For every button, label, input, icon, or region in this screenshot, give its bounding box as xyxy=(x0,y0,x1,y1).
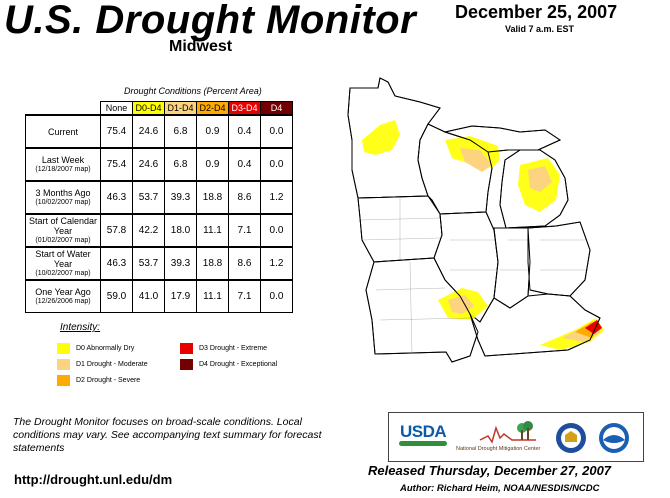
table-cell: 53.7 xyxy=(132,246,165,281)
author-credit: Author: Richard Heim, NOAA/NESDIS/NCDC xyxy=(400,483,600,494)
legend-label: D1 Drought - Moderate xyxy=(76,361,148,368)
legend-title: Intensity: xyxy=(60,322,101,333)
row-label: One Year Ago (12/26/2006 map) xyxy=(25,279,101,313)
row-date: (12/18/2007 map) xyxy=(35,165,91,173)
table-cell: 57.8 xyxy=(100,213,133,248)
drought-conditions-table: None D0-D4 D1-D4 D2-D4 D3-D4 D4 Current … xyxy=(25,101,293,313)
ndmc-logo-text: National Drought Mitigation Center xyxy=(456,446,541,452)
midwest-drought-map xyxy=(347,77,604,363)
drought-monitor-link[interactable]: http://drought.unl.edu/dm xyxy=(14,472,173,487)
legend-swatch xyxy=(57,375,70,386)
table-cell: 39.3 xyxy=(164,246,197,281)
legend-swatch xyxy=(57,359,70,370)
table-cell: 41.0 xyxy=(132,279,165,313)
table-row: One Year Ago (12/26/2006 map) 59.0 41.0 1… xyxy=(25,279,293,313)
table-cell: 39.3 xyxy=(164,180,197,215)
table-header-row: None D0-D4 D1-D4 D2-D4 D3-D4 D4 xyxy=(26,101,293,116)
table-cell: 18.8 xyxy=(196,180,229,215)
column-header: D1-D4 xyxy=(164,101,197,116)
column-header: D0-D4 xyxy=(132,101,165,116)
drought-d1-michigan-lp xyxy=(528,166,552,192)
row-label: Current xyxy=(25,114,101,149)
table-cell: 24.6 xyxy=(132,114,165,149)
legend-item-d3: D3 Drought - Extreme xyxy=(180,343,267,354)
table-cell: 18.8 xyxy=(196,246,229,281)
legend-swatch xyxy=(180,359,193,370)
usda-swoosh-icon xyxy=(399,441,447,446)
column-header: D3-D4 xyxy=(228,101,261,116)
row-label: Start of Water Year (10/02/2007 map) xyxy=(25,246,101,281)
disclaimer-note: The Drought Monitor focuses on broad-sca… xyxy=(13,416,322,454)
table-row: Last Week (12/18/2007 map) 75.4 24.6 6.8 … xyxy=(25,147,293,182)
row-date: (01/02/2007 map) xyxy=(35,236,91,244)
table-cell: 42.2 xyxy=(132,213,165,248)
legend-label: D3 Drought - Extreme xyxy=(199,345,268,352)
table-cell: 0.4 xyxy=(228,114,261,149)
legend-swatch xyxy=(57,343,70,354)
table-cell: 0.4 xyxy=(228,147,261,182)
page-title: U.S. Drought Monitor xyxy=(4,0,417,42)
table-cell: 0.9 xyxy=(196,114,229,149)
table-cell: 8.6 xyxy=(228,180,261,215)
row-date: (12/26/2006 map) xyxy=(35,297,91,305)
table-cell: 1.2 xyxy=(260,246,293,281)
table-row: Start of Water Year (10/02/2007 map) 46.3… xyxy=(25,246,293,281)
table-cell: 0.0 xyxy=(260,279,293,313)
release-date: Released Thursday, December 27, 2007 xyxy=(368,463,612,478)
row-label: Last Week (12/18/2007 map) xyxy=(25,147,101,182)
table-cell: 0.9 xyxy=(196,147,229,182)
row-label: 3 Months Ago (10/02/2007 map) xyxy=(25,180,101,215)
table-cell: 11.1 xyxy=(196,279,229,313)
map-date: December 25, 2007 xyxy=(455,2,618,22)
table-cell: 17.9 xyxy=(164,279,197,313)
table-cell: 6.8 xyxy=(164,147,197,182)
legend-item-d1: D1 Drought - Moderate xyxy=(57,359,148,370)
table-cell: 1.2 xyxy=(260,180,293,215)
table-cell: 24.6 xyxy=(132,147,165,182)
legend-label: D0 Abnormally Dry xyxy=(76,345,135,352)
legend-item-d2: D2 Drought - Severe xyxy=(57,375,140,386)
legend-label: D4 Drought - Exceptional xyxy=(199,361,278,368)
valid-time: Valid 7 a.m. EST xyxy=(505,24,575,34)
table-cell: 59.0 xyxy=(100,279,133,313)
column-header: D4 xyxy=(260,101,293,116)
table-cell: 75.4 xyxy=(100,147,133,182)
commerce-seal-icon xyxy=(556,423,586,453)
table-cell: 6.8 xyxy=(164,114,197,149)
table-row: Start of Calendar Year (01/02/2007 map) 5… xyxy=(25,213,293,248)
drought-d1-wisconsin xyxy=(460,148,492,172)
table-cell: 53.7 xyxy=(132,180,165,215)
table-cell: 0.0 xyxy=(260,114,293,149)
legend-item-d0: D0 Abnormally Dry xyxy=(57,343,134,354)
partner-logos xyxy=(388,412,644,462)
drought-d0-minnesota xyxy=(362,120,400,155)
column-header: D2-D4 xyxy=(196,101,229,116)
table-cell: 0.0 xyxy=(260,147,293,182)
table-cell: 7.1 xyxy=(228,279,261,313)
table-cell: 8.6 xyxy=(228,246,261,281)
ndmc-logo-icon xyxy=(479,421,536,444)
row-label: Start of Calendar Year (01/02/2007 map) xyxy=(25,213,101,248)
table-row: 3 Months Ago (10/02/2007 map) 46.3 53.7 3… xyxy=(25,180,293,215)
table-caption: Drought Conditions (Percent Area) xyxy=(124,86,262,96)
table-cell: 75.4 xyxy=(100,114,133,149)
table-cell: 46.3 xyxy=(100,180,133,215)
legend-label: D2 Drought - Severe xyxy=(76,377,141,384)
table-corner xyxy=(26,102,101,116)
table-cell: 7.1 xyxy=(228,213,261,248)
column-header: None xyxy=(100,101,133,116)
row-date: (10/02/2007 map) xyxy=(35,269,91,277)
region-subtitle: Midwest xyxy=(169,38,233,55)
usda-logo: USDA xyxy=(400,422,447,441)
noaa-seal-icon xyxy=(599,423,629,453)
legend-item-d4: D4 Drought - Exceptional xyxy=(180,359,277,370)
legend-swatch xyxy=(180,343,193,354)
table-cell: 18.0 xyxy=(164,213,197,248)
table-cell: 0.0 xyxy=(260,213,293,248)
table-cell: 46.3 xyxy=(100,246,133,281)
table-row: Current 75.4 24.6 6.8 0.9 0.4 0.0 xyxy=(25,114,293,149)
row-date: (10/02/2007 map) xyxy=(35,198,91,206)
table-cell: 11.1 xyxy=(196,213,229,248)
